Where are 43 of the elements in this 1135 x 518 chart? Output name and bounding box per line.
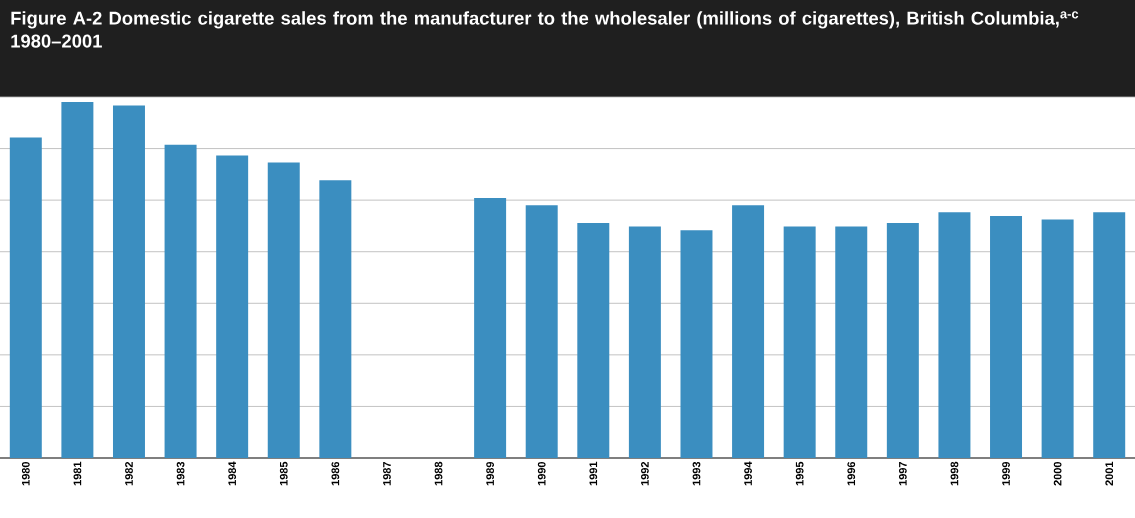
x-tick-label: 1993 xyxy=(692,461,701,486)
x-tick-label: 1991 xyxy=(589,461,598,486)
bar xyxy=(990,215,1023,458)
x-tick-label: 1987 xyxy=(383,462,391,486)
bar xyxy=(732,205,765,458)
bar xyxy=(164,144,197,458)
x-tick-label: 1995 xyxy=(795,461,804,486)
x-tick-label: 1986 xyxy=(331,461,340,486)
bar xyxy=(835,226,868,458)
x-tick-label: 1996 xyxy=(847,461,856,486)
bar xyxy=(474,198,507,458)
x-tick-label: 1981 xyxy=(73,461,82,486)
bar xyxy=(628,226,661,458)
bar xyxy=(216,155,249,458)
bar xyxy=(61,101,94,458)
x-tick-label: 1980 xyxy=(21,461,30,486)
bar xyxy=(577,223,610,458)
x-tick-label: 1997 xyxy=(898,462,907,486)
x-tick-label: 1994 xyxy=(744,461,752,486)
x-tick-label: 1989 xyxy=(486,461,494,486)
x-tick-label: 2001 xyxy=(1105,461,1114,486)
x-tick-label: 1990 xyxy=(537,461,546,486)
x-tick-label: 1985 xyxy=(279,461,288,486)
x-tick-label: 1999 xyxy=(1002,461,1010,486)
bar xyxy=(886,223,919,458)
x-tick-label: 1988 xyxy=(434,461,443,486)
bar xyxy=(112,105,145,458)
x-tick-label: 1992 xyxy=(641,461,649,486)
x-tick-label: 1984 xyxy=(228,461,237,486)
chart-title: Figure A-2 Domestic cigarette sales from the manufacturer to the wholesaler (millions of cigarettes), British Columbia,$^{a-c}$ 1980–2001 xyxy=(11,11,1079,48)
bar xyxy=(319,180,352,458)
bar xyxy=(680,230,713,458)
x-tick-label: 1983 xyxy=(176,461,185,486)
bar xyxy=(267,162,300,458)
x-tick-label: 1998 xyxy=(950,461,959,486)
bar xyxy=(9,137,42,458)
bar xyxy=(525,205,558,458)
bar xyxy=(783,226,816,458)
x-tick-label: 2000 xyxy=(1053,461,1062,486)
bar xyxy=(1093,212,1126,458)
x-tick-label: 1982 xyxy=(125,461,133,486)
bar xyxy=(938,212,971,458)
bar xyxy=(1041,219,1074,458)
